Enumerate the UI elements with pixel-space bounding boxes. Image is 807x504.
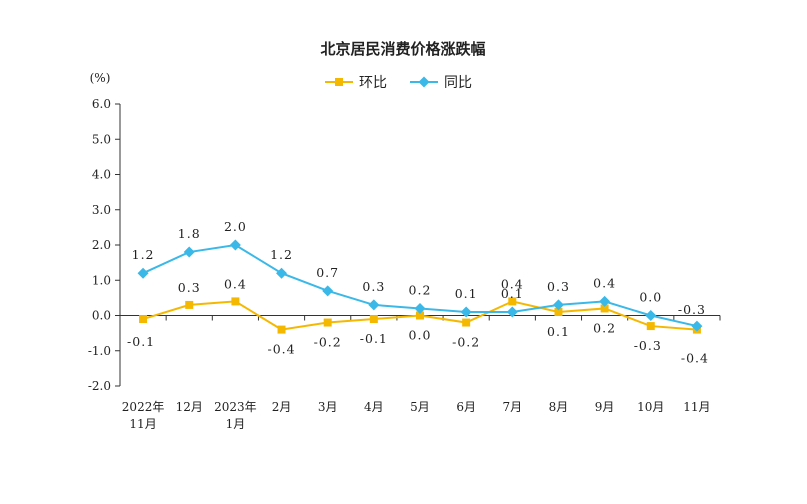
series-0-data-label: 0.4 bbox=[501, 276, 524, 291]
series-0-data-label: -0.1 bbox=[360, 331, 388, 346]
series-1-data-label: 0.0 bbox=[639, 290, 662, 305]
series-1-point bbox=[460, 306, 472, 318]
series-0-point bbox=[277, 325, 286, 334]
series-0-data-label: 0.2 bbox=[593, 320, 616, 335]
series-1-data-label: 0.1 bbox=[501, 286, 524, 301]
series-1-point bbox=[506, 306, 518, 318]
series-1-point bbox=[183, 246, 195, 258]
series-1-point bbox=[691, 320, 703, 332]
legend-item-1: 同比 bbox=[410, 75, 472, 91]
series-1-data-label: 1.8 bbox=[178, 226, 201, 241]
x-tick-label: 11月 bbox=[683, 400, 710, 414]
legend-marker bbox=[418, 76, 430, 88]
y-axis-unit: (%) bbox=[90, 71, 111, 85]
series-0-point bbox=[600, 304, 609, 313]
legend-marker bbox=[335, 78, 343, 86]
series-0-data-label: -0.4 bbox=[267, 342, 295, 357]
series-0-point bbox=[231, 297, 240, 306]
x-tick-label: 7月 bbox=[502, 400, 522, 414]
series-1-point bbox=[322, 285, 334, 297]
chart-title: 北京居民消费价格涨跌幅 bbox=[320, 40, 485, 58]
series-1-point bbox=[552, 299, 564, 311]
series-1-data-label: 0.1 bbox=[455, 286, 478, 301]
series-0-point bbox=[554, 307, 563, 316]
x-tick-label: 8月 bbox=[549, 400, 569, 414]
series-0-point bbox=[323, 318, 332, 327]
series-0-point bbox=[462, 318, 471, 327]
x-tick-label: 10月 bbox=[637, 400, 664, 414]
x-tick-label: 4月 bbox=[364, 400, 384, 414]
x-tick-label: 2月 bbox=[272, 400, 292, 414]
x-tick-label: 3月 bbox=[318, 400, 338, 414]
y-tick-label: 0.0 bbox=[92, 309, 111, 323]
series-0-data-label: -0.1 bbox=[127, 334, 155, 349]
series-1-data-label: 0.3 bbox=[362, 279, 385, 294]
series-0-data-label: 0.1 bbox=[547, 324, 570, 339]
data-labels: -0.10.3 0.4-0.4 -0.2 -0.1 0.0 -0.20.40.1 0.2-0… bbox=[127, 219, 709, 366]
x-tick-label: 6月 bbox=[456, 400, 476, 414]
y-tick-label: 4.0 bbox=[92, 168, 111, 182]
series-0-point bbox=[139, 315, 148, 324]
legend-label: 环比 bbox=[359, 75, 387, 91]
series-1-point bbox=[368, 299, 380, 311]
y-tick-label: 3.0 bbox=[92, 203, 111, 217]
x-tick-label: 9月 bbox=[595, 400, 615, 414]
y-tick-label: -2.0 bbox=[88, 379, 111, 393]
legend: 环比 同比 bbox=[325, 75, 472, 91]
x-tick-label: 11月 bbox=[129, 417, 156, 431]
series-1-data-label: 0.2 bbox=[409, 282, 432, 297]
series-1-data-label: 1.2 bbox=[132, 247, 155, 262]
y-tick-label: -1.0 bbox=[88, 344, 111, 358]
series-0-point bbox=[185, 300, 194, 309]
axes: 6.0 5.0 4.0 3.0 2.0 1.0 0.0 -1.0 -2.0 2022年 11月 12月… bbox=[88, 97, 721, 431]
series-1-data-label: 0.4 bbox=[593, 275, 616, 290]
series-0-point bbox=[416, 311, 424, 320]
x-tick-label: 1月 bbox=[226, 417, 246, 431]
series-0-point bbox=[646, 322, 655, 331]
series-1-data-label: 0.3 bbox=[547, 279, 570, 294]
series-0-point bbox=[369, 315, 378, 324]
y-tick-label: 6.0 bbox=[92, 97, 111, 111]
series-0-data-label: -0.3 bbox=[634, 338, 662, 353]
y-tick-label: 5.0 bbox=[92, 132, 111, 146]
series-1-point bbox=[229, 239, 241, 251]
series-0-data-label: -0.4 bbox=[681, 351, 709, 366]
series-1-data-label: -0.3 bbox=[678, 302, 706, 317]
legend-item-0: 环比 bbox=[325, 75, 387, 91]
series-1-point bbox=[414, 302, 426, 314]
series-0-point bbox=[508, 297, 517, 306]
x-tick-label: 2023年 bbox=[214, 400, 257, 414]
series-0-data-label: -0.2 bbox=[314, 335, 342, 350]
series-layer bbox=[137, 239, 703, 334]
series-1-point bbox=[137, 267, 149, 279]
series-1-data-label: 0.7 bbox=[316, 265, 339, 280]
y-tick-label: 2.0 bbox=[92, 238, 111, 252]
series-1-data-label: 1.2 bbox=[270, 247, 293, 262]
series-0-data-label: 0.3 bbox=[178, 280, 201, 295]
legend-label: 同比 bbox=[444, 75, 472, 91]
series-1-point bbox=[645, 310, 657, 321]
series-1-data-label: 2.0 bbox=[224, 219, 247, 234]
x-tick-label: 5月 bbox=[410, 400, 430, 414]
series-0-data-label: 0.0 bbox=[409, 328, 432, 343]
x-tick-label: 12月 bbox=[176, 400, 203, 414]
series-0-data-label: -0.2 bbox=[452, 335, 480, 350]
series-1-point bbox=[276, 267, 288, 279]
series-0-data-label: 0.4 bbox=[224, 276, 247, 291]
x-tick-label: 2022年 bbox=[122, 400, 165, 414]
series-1-point bbox=[599, 295, 611, 307]
y-tick-label: 1.0 bbox=[92, 273, 111, 287]
